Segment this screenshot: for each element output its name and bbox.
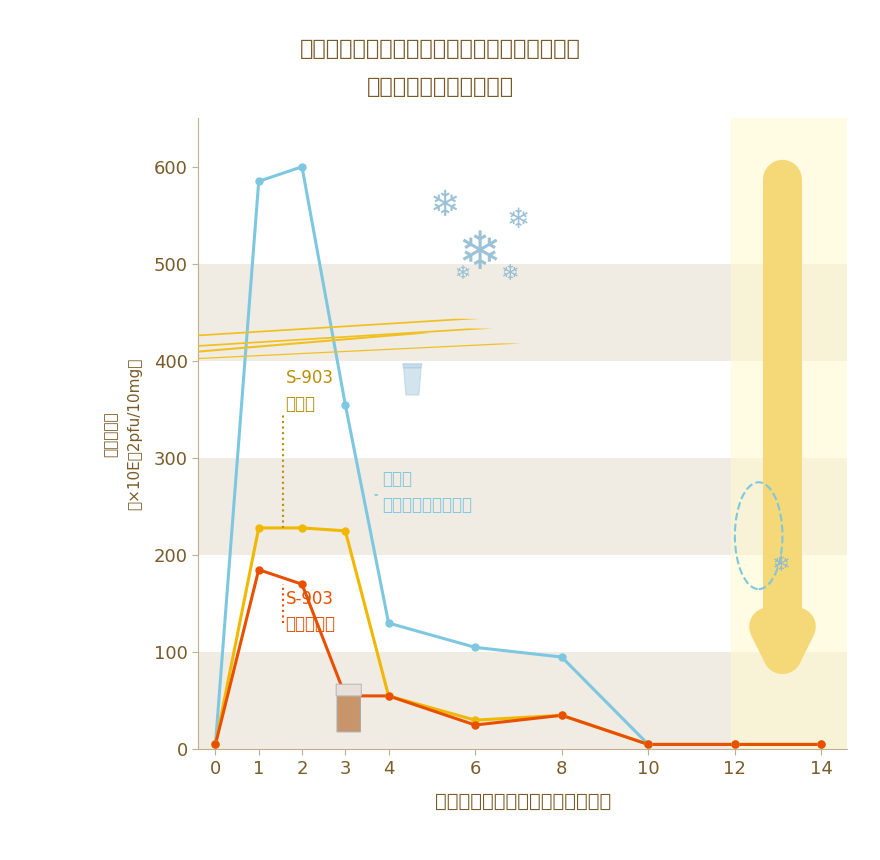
Text: ❄: ❄ <box>458 228 502 280</box>
FancyBboxPatch shape <box>98 343 522 363</box>
X-axis label: ウイルス接種後の経過時間（日）: ウイルス接種後の経過時間（日） <box>435 791 611 811</box>
Text: 納豆菌: 納豆菌 <box>286 395 316 413</box>
FancyBboxPatch shape <box>142 329 493 349</box>
Text: S-903: S-903 <box>286 370 334 387</box>
FancyBboxPatch shape <box>337 693 361 732</box>
Text: ❄: ❄ <box>771 555 789 574</box>
FancyBboxPatch shape <box>161 333 430 353</box>
Bar <box>198 458 847 555</box>
Text: ❄: ❄ <box>454 264 470 283</box>
Bar <box>198 264 847 361</box>
Polygon shape <box>403 364 422 368</box>
Text: ❄: ❄ <box>429 188 460 223</box>
Y-axis label: ウイルス量
（×10E＋2pfu/10mg）: ウイルス量 （×10E＋2pfu/10mg） <box>103 358 143 510</box>
Text: 納豆菌納豆: 納豆菌納豆 <box>286 615 335 633</box>
Text: S-903: S-903 <box>286 590 334 608</box>
Polygon shape <box>404 368 421 395</box>
Text: ❄: ❄ <box>501 263 519 284</box>
Polygon shape <box>730 108 847 759</box>
Text: ノロウイルス感染マウスの糞便中に排泄される: ノロウイルス感染マウスの糞便中に排泄される <box>299 39 581 58</box>
Text: 納豆・納豆菌非摂取: 納豆・納豆菌非摂取 <box>382 495 472 513</box>
Text: 水のみ: 水のみ <box>382 470 412 488</box>
Text: ❄: ❄ <box>507 206 530 234</box>
FancyBboxPatch shape <box>336 685 362 696</box>
FancyBboxPatch shape <box>128 319 480 339</box>
Text: ウイルス量の経時的変化: ウイルス量の経時的変化 <box>366 77 514 97</box>
Bar <box>198 652 847 749</box>
